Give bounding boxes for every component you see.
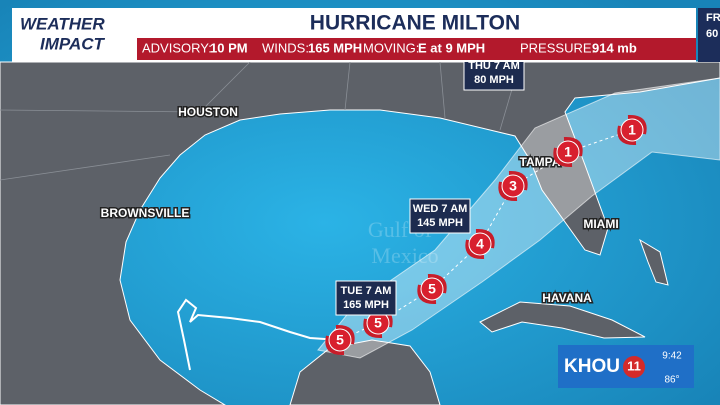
watermark: Mexico	[371, 243, 438, 268]
storm-category: 5	[374, 315, 382, 331]
station-channel: 11	[627, 358, 641, 373]
city-label: HOUSTON	[178, 105, 238, 119]
storm-swirl	[498, 170, 528, 202]
storm-category: 3	[509, 178, 517, 194]
forecast-time: WED 7 AM	[413, 203, 468, 215]
logo-bottom: IMPACT	[40, 34, 106, 53]
channel-circle	[623, 356, 645, 378]
stat-label: PRESSURE:	[520, 40, 595, 55]
borders	[0, 61, 521, 181]
city-label: MIAMI	[583, 217, 618, 231]
stats-bar	[137, 38, 696, 60]
stat-value: 10 PM	[210, 40, 248, 55]
land-bahamas	[639, 238, 669, 286]
forecast-wind: 145 MPH	[417, 217, 463, 229]
station-name: KHOU	[564, 356, 620, 377]
storm-swirl	[465, 228, 495, 260]
city-label: HAVANA	[542, 291, 592, 305]
corner-box	[698, 8, 720, 62]
storm-swirl	[325, 324, 355, 356]
storm-icon	[420, 277, 444, 301]
stat-label: ADVISORY:	[142, 40, 212, 55]
forecast-box	[409, 198, 471, 234]
temperature: 86°	[664, 375, 679, 386]
land-cuba	[479, 301, 646, 339]
storm-category: 5	[336, 332, 344, 348]
forecast-wind: 80 MPH	[474, 74, 514, 86]
storm-icon	[556, 140, 580, 164]
storm-category: 5	[428, 281, 436, 297]
corner-text: FR	[706, 12, 720, 24]
stat-label: MOVING:	[363, 40, 419, 55]
storm-category: 1	[564, 144, 572, 160]
forecast-wind: 165 MPH	[343, 299, 389, 311]
state-lines	[0, 61, 521, 181]
storm-category: 1	[628, 122, 636, 138]
stat-value: 914 mb	[592, 40, 637, 55]
title: HURRICANE MILTON	[310, 12, 520, 35]
storm-swirl	[553, 136, 583, 168]
land-mainland	[0, 61, 720, 405]
stat-value: E at 9 MPH	[418, 40, 485, 55]
logo-top: WEATHER	[20, 14, 105, 33]
forecast-box	[335, 280, 397, 316]
time: 9:42	[662, 351, 682, 362]
past-track	[176, 298, 341, 371]
corner-text: 60	[706, 28, 718, 40]
storm-icon	[328, 328, 352, 352]
storm-icon	[501, 174, 525, 198]
city-label: TAMPA	[520, 155, 561, 169]
storm-icon	[468, 232, 492, 256]
city-label: BROWNSVILLE	[101, 206, 190, 220]
stat-value: 165 MPH	[308, 40, 362, 55]
forecast-time: TUE 7 AM	[341, 285, 392, 297]
overlay: HOUSTON BROWNSVILLE TAMPA MIAMI HAVANA 5 5 5 4 3 1…	[99, 55, 647, 356]
forecast-time: THU 7 AM	[468, 60, 520, 72]
storm-swirl	[617, 114, 647, 146]
storm-swirl	[417, 273, 447, 305]
storm-category: 4	[476, 236, 484, 252]
storm-icon	[620, 118, 644, 142]
land-yucatan	[289, 339, 441, 405]
stat-label: WINDS:	[262, 40, 309, 55]
